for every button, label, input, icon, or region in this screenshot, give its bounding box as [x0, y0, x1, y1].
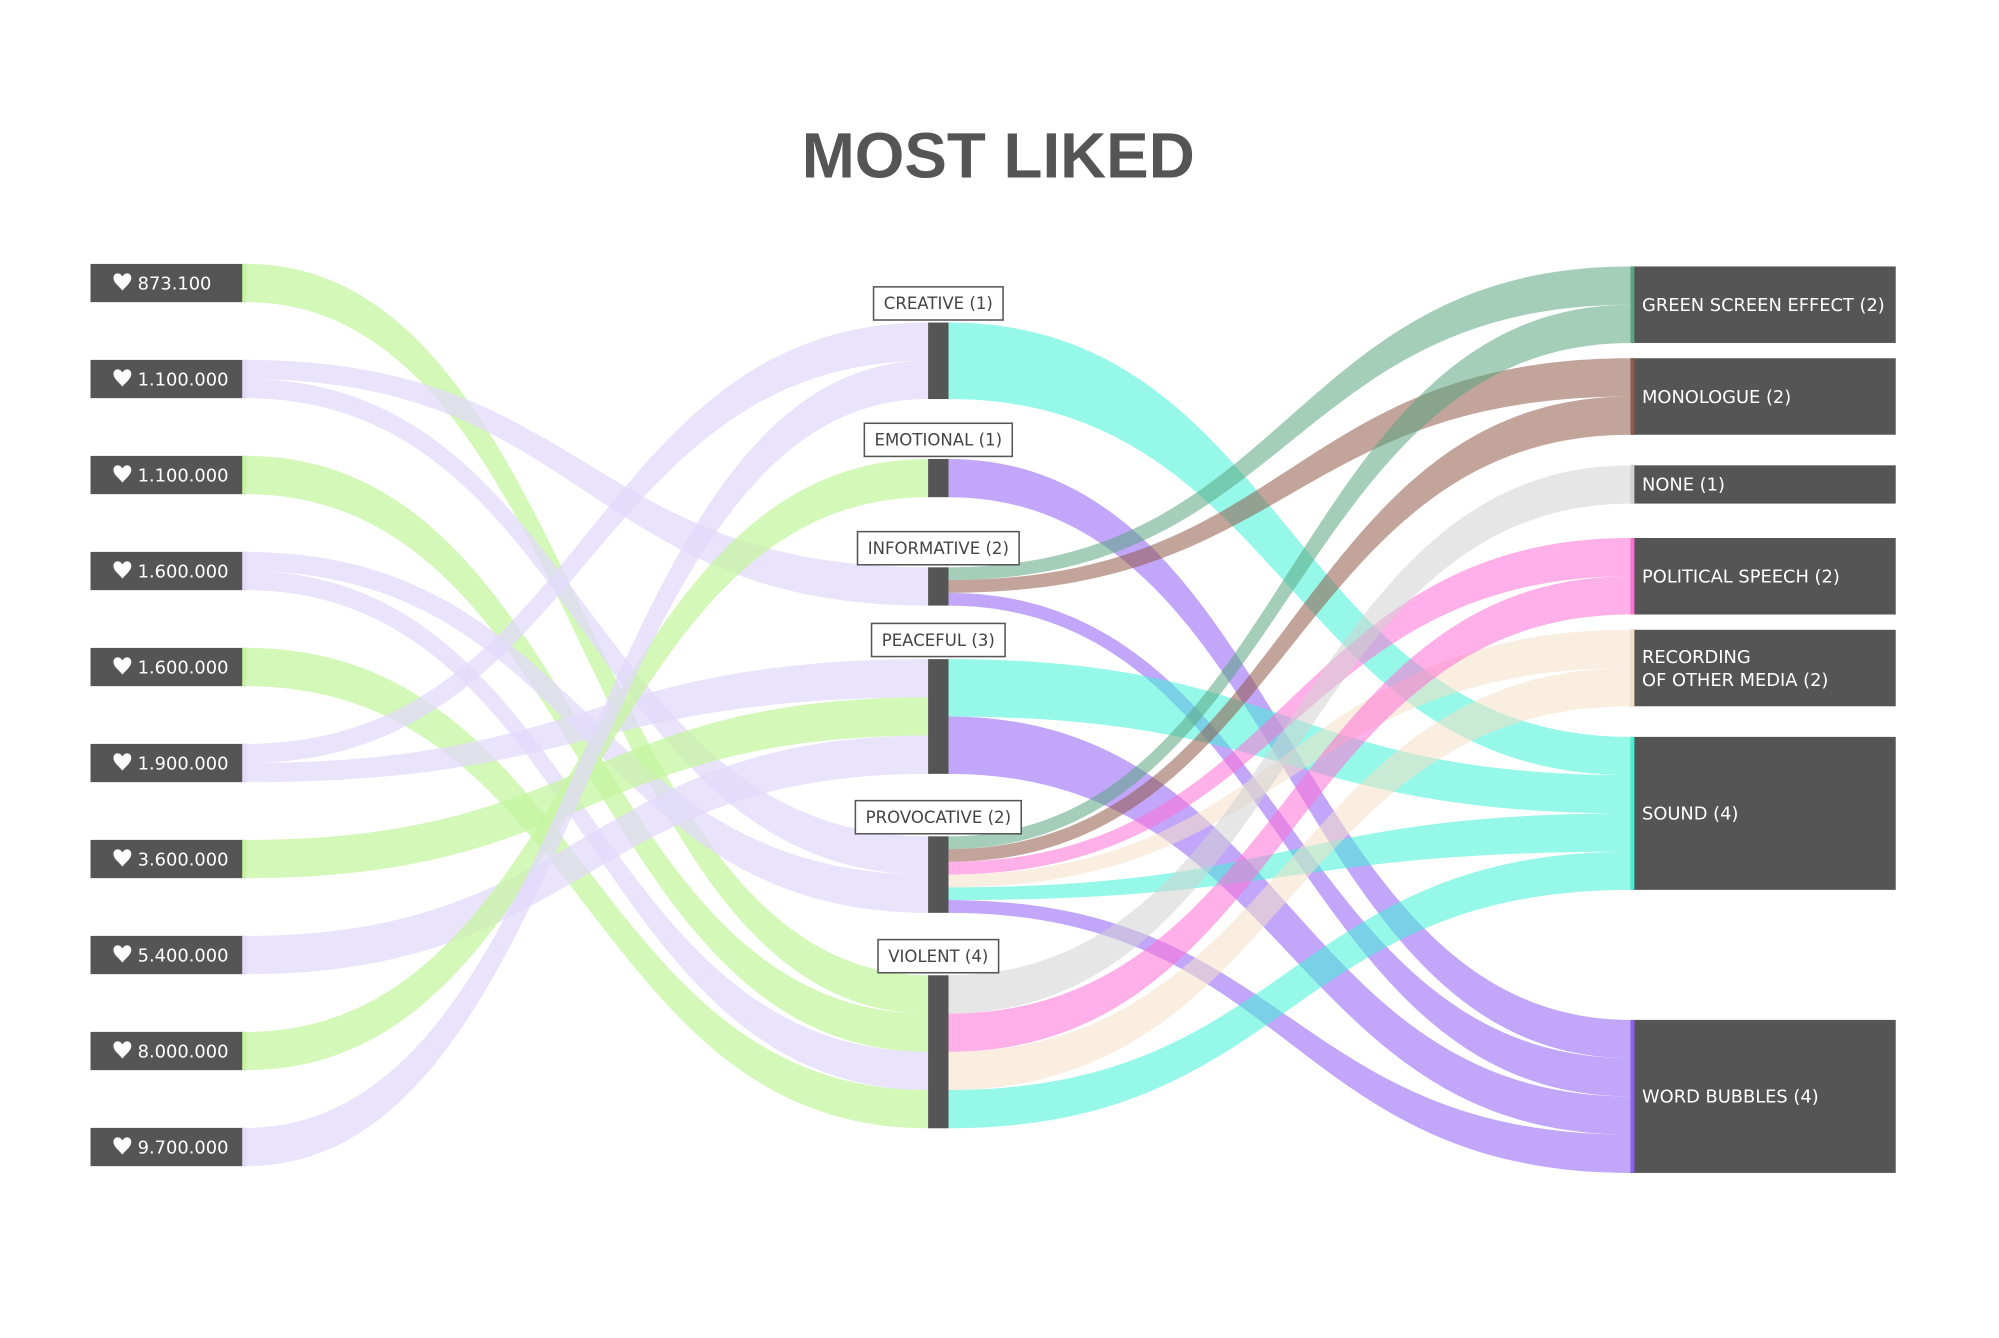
flow: [948, 716, 1631, 1135]
flow: [948, 266, 1631, 581]
effect-box-edge: [1630, 266, 1635, 343]
like-box-edge: [242, 1031, 247, 1071]
category-label: VIOLENT (4): [888, 947, 988, 966]
effect-label: POLITICAL SPEECH (2): [1642, 567, 1840, 588]
category-label-box: [863, 422, 1014, 458]
category-bar: [928, 322, 949, 400]
effect-box-edge: [1630, 629, 1635, 707]
flow: [246, 359, 929, 606]
flow: [246, 379, 929, 875]
category-bar: [928, 975, 949, 1129]
flows: [246, 263, 1631, 1173]
like-count: 1.900.000: [138, 753, 229, 774]
effect-box-edge: [1630, 1019, 1635, 1173]
like-count: 873.100: [138, 273, 212, 294]
like-box-edge: [242, 263, 247, 303]
category-label-box: [854, 799, 1022, 835]
effect-label: NONE (1): [1642, 475, 1725, 496]
heart-icon: [113, 849, 132, 867]
flow: [246, 263, 929, 1014]
effect-box: [1630, 358, 1896, 435]
heart-icon: [113, 1137, 132, 1155]
like-box-edge: [242, 839, 247, 879]
like-box-edge: [242, 743, 247, 783]
flow: [948, 465, 1631, 1014]
category-label: PEACEFUL (3): [882, 631, 995, 650]
effect-box-edge: [1630, 736, 1635, 890]
like-count: 8.000.000: [138, 1041, 229, 1062]
flow: [246, 322, 929, 764]
heart-icon: [113, 753, 132, 771]
effect-box-edge: [1630, 465, 1635, 504]
category-bar: [928, 659, 949, 774]
heart-icon: [113, 369, 132, 387]
effect-label: SOUND (4): [1642, 804, 1738, 825]
effect-box: [1630, 1019, 1896, 1173]
effect-box: [1630, 736, 1896, 890]
flow: [948, 668, 1631, 1091]
like-count: 1.600.000: [138, 561, 229, 582]
heart-icon: [113, 1041, 132, 1059]
like-box-edge: [242, 935, 247, 975]
flow: [246, 571, 929, 1091]
flow: [948, 304, 1631, 850]
category-label-box: [870, 622, 1006, 658]
category-label-box: [872, 286, 1004, 321]
flow: [948, 813, 1631, 901]
effect-label: WORD BUBBLES (4): [1642, 1087, 1819, 1108]
heart-icon: [113, 561, 132, 579]
like-count: 1.100.000: [138, 369, 229, 390]
like-box-edge: [242, 647, 247, 687]
heart-icon: [113, 273, 132, 291]
flow: [246, 659, 929, 783]
flow: [948, 576, 1631, 1052]
heart-icon: [113, 465, 132, 483]
like-box-edge: [242, 359, 247, 399]
like-count: 9.700.000: [138, 1137, 229, 1158]
flow: [948, 592, 1631, 1097]
effect-box: [1630, 629, 1896, 707]
like-box-edge: [242, 455, 247, 495]
effect-label: GREEN SCREEN EFFECT (2): [1642, 295, 1885, 316]
heart-icon: [113, 945, 132, 963]
category-label: EMOTIONAL (1): [875, 431, 1003, 450]
like-count: 1.600.000: [138, 657, 229, 678]
effect-label: OF OTHER MEDIA (2): [1642, 670, 1828, 691]
like-box-edge: [242, 551, 247, 591]
like-count: 1.100.000: [138, 465, 229, 486]
like-box-edge: [242, 1127, 247, 1167]
category-bar: [928, 458, 949, 498]
category-bar: [928, 567, 949, 606]
flow: [948, 851, 1631, 1129]
heart-icon: [113, 657, 132, 675]
flow: [948, 900, 1631, 1173]
effect-box: [1630, 538, 1896, 615]
effect-box-edge: [1630, 538, 1635, 615]
effect-box-edge: [1630, 358, 1635, 435]
category-label: PROVOCATIVE (2): [866, 808, 1011, 827]
like-count: 3.600.000: [138, 849, 229, 870]
flow: [246, 647, 929, 1129]
chart-title: MOST LIKED: [802, 119, 1195, 191]
flow: [246, 697, 929, 879]
flow: [948, 358, 1631, 593]
category-label: CREATIVE (1): [884, 294, 993, 313]
flow: [246, 735, 929, 975]
category-label-box: [877, 938, 1000, 974]
flow: [948, 538, 1631, 875]
flow: [948, 396, 1631, 862]
like-count: 5.400.000: [138, 945, 229, 966]
category-label-box: [856, 530, 1020, 566]
nodes: 873.100 1.100.000 1.100.000 1.600.000 1.600.…: [90, 263, 1896, 1173]
flow: [246, 360, 929, 1167]
effect-label: RECORDING: [1642, 647, 1751, 668]
category-label: INFORMATIVE (2): [868, 539, 1009, 558]
effect-label: MONOLOGUE (2): [1642, 387, 1791, 408]
effect-box: [1630, 266, 1896, 343]
effect-box: [1630, 465, 1896, 504]
category-bar: [928, 836, 949, 913]
flow: [948, 322, 1631, 776]
